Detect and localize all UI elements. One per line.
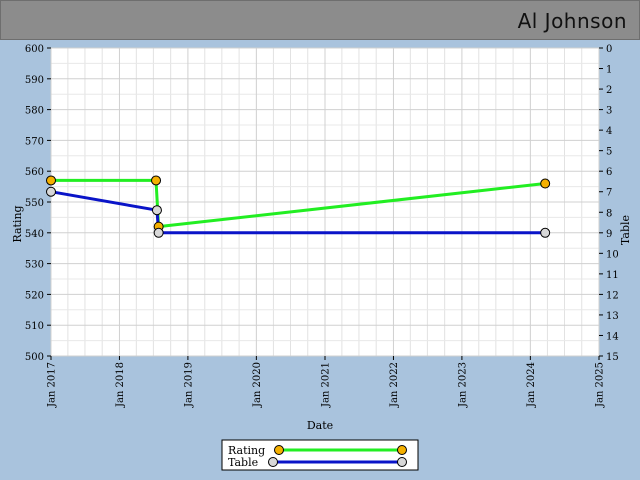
x-tick-label: Jan 2017: [47, 362, 58, 408]
right-tick-label: 15: [606, 352, 619, 363]
left-tick-label: 570: [25, 136, 44, 147]
left-tick-label: 550: [25, 198, 44, 209]
right-tick-label: 11: [606, 270, 619, 281]
left-tick-label: 510: [25, 321, 44, 332]
legend-marker-rating: [397, 445, 407, 455]
x-tick-label: Jan 2019: [183, 362, 194, 408]
x-tick-label: Jan 2018: [115, 362, 126, 408]
x-axis-label: Date: [307, 419, 333, 432]
title-bar: Al Johnson: [0, 0, 640, 40]
left-tick-label: 530: [25, 260, 44, 271]
right-tick-label: 6: [606, 167, 612, 178]
table-data-point: [153, 227, 164, 238]
table-data-point: [46, 186, 56, 197]
x-axis-ticks: Jan 2017 Jan 2018 Jan 2019 Jan 2020 Jan 2021…: [47, 356, 606, 408]
right-tick-label: 8: [606, 208, 612, 219]
left-tick-label: 540: [25, 229, 44, 240]
right-tick-label: 5: [606, 147, 612, 158]
left-tick-label: 600: [25, 44, 44, 55]
x-tick-label: Jan 2024: [526, 362, 537, 408]
left-tick-label: 580: [25, 106, 44, 117]
series-points: [46, 175, 551, 238]
legend-label-rating: Rating: [228, 444, 265, 457]
right-tick-label: 2: [606, 85, 612, 96]
legend: Rating Table: [221, 439, 419, 471]
right-axis-label: Table: [619, 215, 632, 245]
table-data-point: [151, 205, 162, 216]
left-axis-ticks: 500 510 520 530 540 550 560 570 580 590 600: [25, 44, 51, 363]
legend-label-table: Table: [228, 456, 258, 469]
legend-marker-table: [268, 457, 278, 467]
right-tick-label: 9: [606, 229, 612, 240]
x-tick-label: Jan 2022: [389, 362, 400, 408]
legend-marker-table: [397, 457, 407, 467]
grid-lines: [50, 47, 600, 357]
legend-box: [221, 439, 419, 471]
x-tick-label: Jan 2020: [252, 362, 263, 408]
legend-marker-rating: [274, 445, 284, 455]
x-tick-label: Jan 2025: [595, 362, 606, 408]
rating-series-line: [51, 178, 546, 229]
right-tick-label: 7: [606, 188, 612, 199]
right-tick-label: 10: [606, 249, 619, 260]
x-tick-label: Jan 2021: [321, 362, 332, 408]
left-tick-label: 560: [25, 167, 44, 178]
left-tick-label: 500: [25, 352, 44, 363]
right-tick-label: 0: [606, 44, 612, 55]
left-tick-label: 590: [25, 75, 44, 86]
player-name: Al Johnson: [517, 9, 627, 33]
right-tick-label: 13: [606, 311, 619, 322]
table-series-line: [50, 190, 546, 235]
left-axis-label: Rating: [11, 205, 24, 242]
right-tick-label: 12: [606, 290, 619, 301]
rating-data-point: [540, 178, 551, 189]
rating-data-point: [151, 175, 162, 186]
series-lines: [50, 178, 546, 235]
rating-data-point: [46, 175, 56, 186]
right-tick-label: 3: [606, 106, 612, 117]
right-tick-label: 1: [606, 65, 612, 76]
left-tick-label: 520: [25, 290, 44, 301]
x-tick-label: Jan 2023: [457, 362, 468, 408]
right-tick-label: 4: [606, 126, 612, 137]
table-data-point: [540, 227, 551, 238]
right-tick-label: 14: [606, 331, 619, 342]
